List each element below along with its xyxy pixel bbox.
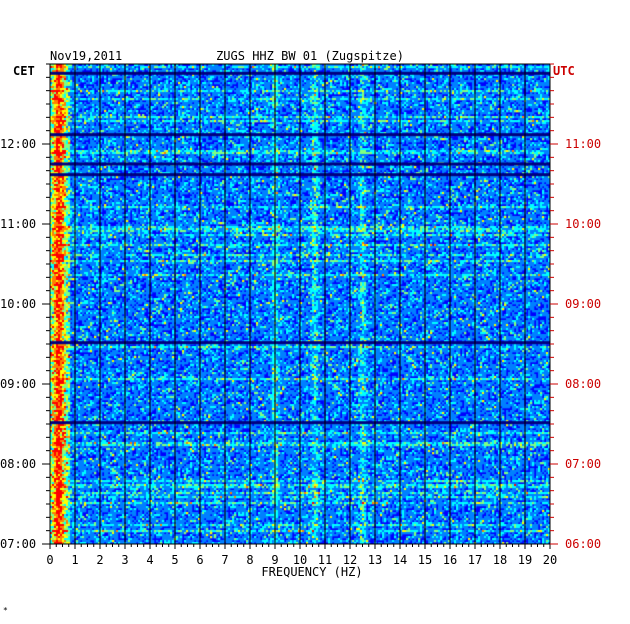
left-tick-label: 09:00 bbox=[0, 377, 36, 391]
x-tick-label-8: 8 bbox=[246, 553, 253, 567]
right-time-axis: 11:00 10:00 09:00 08:00 07:00 06:00 bbox=[550, 63, 601, 551]
left-timezone-label: CET bbox=[13, 64, 35, 78]
chart-date: Nov19,2011 bbox=[50, 49, 122, 63]
x-tick-label-14: 14 bbox=[393, 553, 407, 567]
x-tick-label-19: 19 bbox=[518, 553, 532, 567]
x-tick-label-9: 9 bbox=[271, 553, 278, 567]
x-axis-ticks: 0 1 2 3 4 5 6 7 8 9 10 11 12 13 14 15 16 17 18 19 20 bbox=[46, 544, 557, 567]
right-tick-label: 07:00 bbox=[565, 457, 601, 471]
right-tick-label: 06:00 bbox=[565, 537, 601, 551]
right-tick-label: 10:00 bbox=[565, 217, 601, 231]
x-tick-label-0: 0 bbox=[46, 553, 53, 567]
left-tick-label: 10:00 bbox=[0, 297, 36, 311]
x-tick-label-1: 1 bbox=[71, 553, 78, 567]
x-tick-label-15: 15 bbox=[418, 553, 432, 567]
x-tick-label-5: 5 bbox=[171, 553, 178, 567]
x-tick-label-2: 2 bbox=[96, 553, 103, 567]
x-tick-label-6: 6 bbox=[196, 553, 203, 567]
x-tick-label-17: 17 bbox=[468, 553, 482, 567]
x-tick-label-11: 11 bbox=[318, 553, 332, 567]
right-tick-label: 08:00 bbox=[565, 377, 601, 391]
x-tick-label-13: 13 bbox=[368, 553, 382, 567]
frequency-gridlines bbox=[74, 64, 526, 544]
left-tick-label: 08:00 bbox=[0, 457, 36, 471]
left-time-axis: 12:00 11:00 10:00 09:00 08:00 07:00 bbox=[0, 63, 50, 551]
right-tick-label: 11:00 bbox=[565, 137, 601, 151]
x-tick-label-4: 4 bbox=[146, 553, 153, 567]
left-tick-label: 12:00 bbox=[0, 137, 36, 151]
right-tick-label: 09:00 bbox=[565, 297, 601, 311]
x-tick-label-20: 20 bbox=[543, 553, 557, 567]
right-timezone-label: UTC bbox=[553, 64, 575, 78]
footer-mark: * bbox=[3, 606, 8, 615]
x-tick-label-16: 16 bbox=[443, 553, 457, 567]
x-axis-label: FREQUENCY (HZ) bbox=[261, 565, 362, 579]
left-tick-label: 11:00 bbox=[0, 217, 36, 231]
x-tick-label-18: 18 bbox=[493, 553, 507, 567]
x-tick-label-12: 12 bbox=[343, 553, 357, 567]
chart-title: ZUGS HHZ BW 01 (Zugspitze) bbox=[216, 49, 404, 63]
x-tick-label-7: 7 bbox=[221, 553, 228, 567]
left-tick-label: 07:00 bbox=[0, 537, 36, 551]
x-tick-label-3: 3 bbox=[121, 553, 128, 567]
x-tick-label-10: 10 bbox=[293, 553, 307, 567]
